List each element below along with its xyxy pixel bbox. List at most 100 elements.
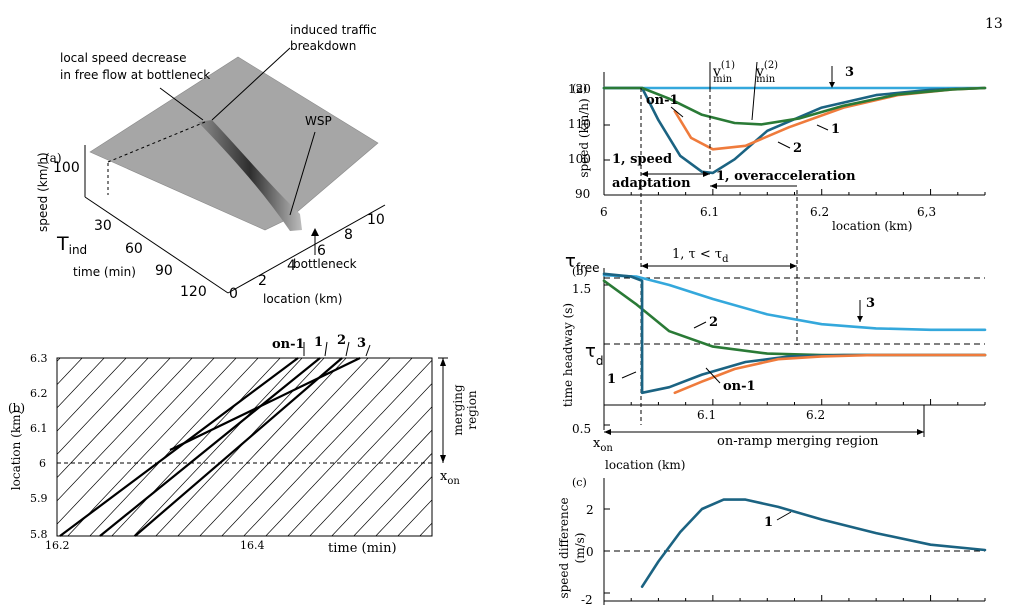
chart-b-panel: (b) [572, 265, 588, 278]
chart-a-panel: (a) [572, 82, 587, 95]
speed-tick-100: 100 [53, 160, 80, 176]
traj-label-on1: on-1 [272, 337, 305, 352]
chart-b-interval: 1, τ < τd [672, 247, 729, 265]
chart-a-ylabel: speed (km/h) [577, 98, 591, 177]
chart-a-vmin2: v(2) min [755, 60, 778, 85]
chart-b-interval-head-l [641, 263, 648, 269]
chart-b-ylabel: time headway (s) [561, 303, 575, 407]
location-tick-8: 8 [344, 227, 353, 243]
traj-label-1: 1 [314, 335, 323, 350]
chart-a-arrow-on1 [670, 106, 684, 118]
chart-c-ytick-0: 0 [586, 545, 594, 559]
thin-trajectory [57, 358, 105, 409]
annotation-induced-2: breakdown [290, 39, 356, 53]
chart-a-arrow-1 [816, 124, 829, 131]
traj-arrow-1 [324, 341, 328, 357]
left-b-xtick-16.4: 16.4 [240, 539, 265, 552]
traj-label-3: 3 [357, 336, 366, 351]
merging-arrowhead-top [440, 358, 446, 366]
bold-trajectory-3 [169, 357, 361, 451]
time-tick-90: 90 [155, 263, 173, 279]
left-b-ylabel: location (km) [9, 410, 23, 490]
chart-a-adapt-head-r [703, 171, 710, 177]
series-line-1-2 [602, 272, 987, 395]
thin-trajectory [57, 358, 127, 432]
chart-b-label-1: 1 [607, 372, 616, 387]
thin-trajectory [199, 358, 369, 536]
chart-a-label-on1: on-1 [646, 93, 679, 108]
chart-a: (a) speed (km/h) 90 100 110 120 6 6.1 6.… [568, 60, 987, 425]
chart-b-merge-head-l [604, 429, 611, 435]
annotation-induced-1: induced traffic [290, 23, 377, 37]
chart-a-overaccel-head [710, 183, 717, 189]
annotation-local-2: in free flow at bottleneck [60, 68, 210, 82]
chart-a-xtick-6: 6 [600, 205, 608, 219]
chart-c-ylabel-2: (m/s) [573, 533, 587, 564]
chart-a-overaccel: 1, overacceleration [716, 169, 856, 184]
location-tick-0: 0 [229, 286, 238, 302]
chart-a-arrowhead-3 [829, 82, 835, 88]
chart-a-series [602, 86, 987, 175]
chart-a-adapt-head-l [641, 171, 648, 177]
merging-arrowhead-bottom [440, 455, 446, 463]
merging-region-bracket [438, 357, 448, 463]
time-tick-60: 60 [125, 241, 143, 257]
time-axis [84, 196, 229, 294]
chart-a-xtick-6.1: 6.1 [700, 205, 719, 219]
chart-b-ytick-1.5: 1.5 [572, 282, 591, 296]
thin-trajectory [265, 359, 432, 536]
flat-surface [89, 56, 379, 231]
t-ind-label: Tind [56, 233, 87, 257]
trajectory-figure: merging region xon (b) location (km) 6.3… [8, 333, 479, 556]
chart-b-label-on1: on-1 [723, 379, 756, 394]
chart-a-vmin1: v(1) min [712, 60, 735, 85]
chart-a-ytick-110: 110 [568, 117, 591, 131]
chart-b-arrow-on1 [705, 367, 721, 384]
chart-a-xtick-6.2: 6.2 [810, 205, 829, 219]
time-axis-label: time (min) [73, 265, 136, 279]
thin-trajectory [331, 429, 432, 536]
chart-b-label-3: 3 [866, 296, 875, 311]
chart-b-merge-label: on-ramp merging region [717, 434, 879, 449]
wsp-trough [198, 120, 302, 231]
annotation-local-1: local speed decrease [60, 51, 186, 65]
trajectory-frame [56, 357, 433, 537]
location-tick-10: 10 [367, 212, 385, 228]
panel-label-left-a: (a) [45, 151, 62, 165]
left-b-ytick-6.2: 6.2 [30, 387, 48, 400]
chart-a-ytick-90: 90 [575, 187, 590, 201]
chart-a-label-2: 2 [793, 141, 802, 156]
chart-a-xlabel: location (km) [832, 219, 912, 233]
arrowhead-bottleneck [311, 228, 319, 236]
chart-b-arrow-1 [621, 371, 637, 379]
chart-c-ylabel-1: speed difference [557, 497, 571, 598]
thin-trajectory [243, 358, 413, 536]
chart-b-merge-head-r [917, 429, 924, 435]
series-line-0-1 [602, 86, 987, 175]
left-b-ytick-6.3: 6.3 [30, 352, 48, 365]
panel-label-left-b: (b) [8, 401, 25, 415]
chart-b-xon: xon [593, 436, 613, 454]
traj-arrow-3 [365, 344, 371, 357]
thin-trajectory [111, 358, 281, 536]
series-line-0-3 [602, 86, 987, 126]
chart-b-series [602, 272, 987, 395]
left-b-ytick-6.1: 6.1 [30, 422, 48, 435]
annotation-arrow-local [159, 87, 204, 121]
thin-trajectory [221, 358, 391, 536]
location-tick-6: 6 [317, 243, 326, 259]
series-line-2-0 [640, 498, 987, 588]
chart-b-interval-head-r [790, 263, 797, 269]
annotation-wsp: WSP [305, 114, 332, 128]
thin-trajectory [133, 358, 303, 536]
thin-trajectory [309, 406, 432, 536]
chart-a-speed-adapt-1: 1, speed [612, 152, 672, 167]
location-tick-4: 4 [287, 258, 296, 274]
chart-b-arrowhead-3 [857, 316, 863, 322]
chart-a-vmin2-line [751, 61, 758, 121]
thin-trajectory [57, 358, 149, 455]
chart-b-arrow-2 [693, 321, 707, 329]
merging-label-2: region [465, 390, 479, 430]
chart-b: (b) time headway (s) τfree τd 1.5 0.5 6.… [561, 247, 987, 472]
